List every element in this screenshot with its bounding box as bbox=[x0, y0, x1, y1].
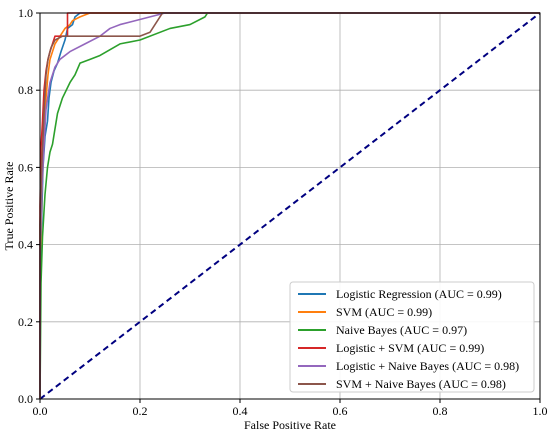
legend-box bbox=[289, 281, 535, 393]
y-tick-label-0: 0.0 bbox=[18, 392, 33, 406]
series-line-5 bbox=[39, 12, 540, 399]
grid bbox=[39, 12, 541, 400]
y-tick-label-2: 0.4 bbox=[18, 238, 33, 252]
reference-line bbox=[39, 12, 541, 400]
x-tick-label-2: 0.4 bbox=[233, 404, 248, 418]
x-tick-label-5: 1.0 bbox=[533, 404, 548, 418]
legend-label-5: SVM + Naive Bayes (AUC = 0.98) bbox=[336, 377, 506, 391]
legend-label-3: Logistic + SVM (AUC = 0.99) bbox=[336, 341, 484, 355]
legend-label-4: Logistic + Naive Bayes (AUC = 0.98) bbox=[336, 359, 519, 373]
reference-diagonal bbox=[39, 12, 541, 400]
x-tick-label-1: 0.2 bbox=[133, 404, 148, 418]
y-tick-label-3: 0.6 bbox=[18, 160, 33, 174]
series-line-4 bbox=[39, 12, 540, 399]
series-lines bbox=[39, 12, 540, 400]
x-axis-label: False Positive Rate bbox=[244, 418, 336, 432]
legend-label-2: Naive Bayes (AUC = 0.97) bbox=[336, 323, 467, 337]
y-tick-label-1: 0.2 bbox=[18, 315, 33, 329]
y-tick-label-5: 1.0 bbox=[18, 6, 33, 20]
legend-label-1: SVM (AUC = 0.99) bbox=[336, 305, 432, 319]
axis-ticks: 0.0 0.2 0.4 0.6 0.8 1.0 0.0 0.2 0.4 0.6 0.8 1.0 bbox=[18, 6, 548, 418]
legend-label-0: Logistic Regression (AUC = 0.99) bbox=[336, 287, 502, 301]
x-tick-label-4: 0.8 bbox=[433, 404, 448, 418]
x-tick-label-0: 0.0 bbox=[33, 404, 48, 418]
x-tick-label-3: 0.6 bbox=[333, 404, 348, 418]
plot-frame bbox=[39, 12, 541, 400]
y-axis-label: True Positive Rate bbox=[2, 162, 16, 251]
legend: Logistic Regression (AUC = 0.99) SVM (AUC… bbox=[289, 281, 535, 393]
series-line-2 bbox=[39, 12, 540, 400]
y-tick-label-4: 0.8 bbox=[18, 83, 33, 97]
